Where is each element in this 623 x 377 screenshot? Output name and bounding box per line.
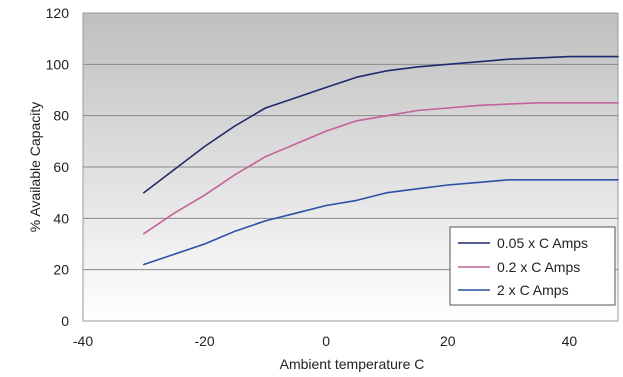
x-tick-label: -20 bbox=[194, 333, 214, 349]
series-line-0 bbox=[143, 55, 619, 194]
y-tick-label: 20 bbox=[53, 262, 69, 278]
legend-label-0: 0.05 x C Amps bbox=[497, 235, 588, 251]
series-lines bbox=[143, 55, 619, 266]
x-axis-label: Ambient temperature C bbox=[280, 356, 425, 372]
y-tick-label: 0 bbox=[61, 313, 69, 329]
x-tick-label: 0 bbox=[322, 333, 330, 349]
legend-label-1: 0.2 x C Amps bbox=[497, 259, 580, 275]
x-axis-ticks: -40 -20 0 20 40 bbox=[73, 333, 577, 349]
y-tick-label: 100 bbox=[46, 56, 70, 72]
x-tick-label: 40 bbox=[562, 333, 578, 349]
legend: 0.05 x C Amps 0.2 x C Amps 2 x C Amps bbox=[449, 226, 616, 306]
y-axis-ticks: 0 20 40 60 80 100 120 bbox=[46, 5, 70, 329]
y-axis-label: % Available Capacity bbox=[27, 102, 43, 232]
x-tick-label: 20 bbox=[440, 333, 456, 349]
y-tick-label: 120 bbox=[46, 5, 70, 21]
legend-label-2: 2 x C Amps bbox=[497, 282, 569, 298]
y-tick-label: 80 bbox=[53, 108, 69, 124]
y-tick-label: 40 bbox=[53, 210, 69, 226]
y-tick-label: 60 bbox=[53, 159, 69, 175]
series-line-1 bbox=[143, 102, 619, 235]
legend-box bbox=[449, 226, 616, 306]
x-tick-label: -40 bbox=[73, 333, 93, 349]
series-line-2 bbox=[143, 179, 619, 266]
